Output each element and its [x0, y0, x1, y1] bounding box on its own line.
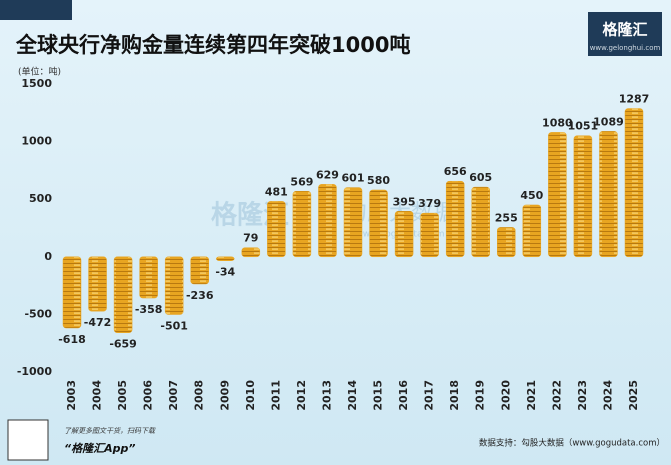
value-label: -659 [109, 338, 137, 351]
value-label: 379 [418, 197, 441, 210]
bar [216, 256, 235, 261]
value-label: 395 [393, 195, 416, 208]
x-tick-label: 2015 [372, 380, 385, 411]
logo-text: 格隆汇 [602, 21, 647, 39]
x-tick-label: 2016 [397, 380, 410, 411]
bar [445, 180, 465, 258]
title-accent [0, 0, 72, 20]
x-tick-label: 2023 [576, 380, 589, 411]
x-tick-label: 2014 [346, 380, 359, 411]
y-tick-label: -1000 [17, 365, 53, 378]
value-label: 255 [495, 211, 518, 224]
bar [267, 201, 286, 258]
logo-box [588, 12, 662, 56]
value-label: 601 [342, 172, 365, 185]
x-tick-label: 2009 [218, 380, 231, 411]
footer-note: 了解更多图文干货，扫码下载 [64, 427, 156, 435]
source-note: 数据支持：勾股大数据（www.gogudata.com） [479, 438, 665, 449]
x-tick-label: 2006 [142, 380, 155, 411]
x-tick-label: 2010 [244, 380, 257, 411]
chart-title: 全球央行净购金量连续第四年突破1000吨 [15, 33, 410, 57]
bar [113, 256, 133, 333]
y-tick-label: 500 [29, 192, 52, 205]
bar [420, 212, 439, 258]
y-tick-label: 0 [44, 250, 52, 263]
bar [369, 189, 388, 258]
x-tick-label: 2022 [550, 380, 563, 411]
value-label: 1287 [619, 93, 650, 106]
x-tick-label: 2019 [474, 380, 487, 411]
bar [292, 191, 312, 258]
bar [573, 135, 593, 258]
y-tick-label: 1000 [21, 135, 52, 148]
x-tick-label: 2008 [193, 380, 206, 411]
value-label: 1080 [542, 116, 573, 129]
value-label: -358 [135, 303, 163, 316]
bar [343, 187, 363, 258]
x-tick-label: 2017 [423, 380, 436, 411]
bar [241, 247, 261, 258]
x-tick-label: 2020 [499, 380, 512, 411]
unit-label: (单位：吨) [18, 66, 61, 78]
value-label: 481 [265, 185, 288, 198]
y-tick-label: -500 [24, 307, 52, 320]
value-label: 580 [367, 174, 390, 187]
bar [139, 256, 158, 299]
x-tick-label: 2024 [601, 380, 614, 411]
x-tick-label: 2013 [320, 380, 333, 411]
x-tick-label: 2018 [448, 380, 461, 411]
x-tick-label: 2004 [91, 380, 104, 411]
x-tick-label: 2012 [295, 380, 308, 411]
value-label: 605 [469, 171, 492, 184]
x-tick-label: 2003 [65, 380, 78, 411]
bar [88, 256, 107, 312]
bar [190, 256, 209, 285]
bar [62, 256, 82, 329]
bar [471, 186, 490, 258]
qr-code [7, 419, 49, 461]
value-label: 629 [316, 168, 339, 181]
x-tick-label: 2005 [116, 380, 129, 411]
bar [497, 227, 516, 258]
bar [522, 204, 542, 258]
value-label: -501 [160, 320, 188, 333]
x-tick-label: 2007 [167, 380, 180, 411]
logo-url: www.gelonghui.com [590, 44, 661, 52]
bar [394, 211, 414, 258]
value-label: -34 [215, 266, 235, 279]
x-tick-label: 2011 [269, 380, 282, 411]
bar [624, 108, 644, 258]
x-tick-label: 2025 [627, 380, 640, 411]
bar [318, 184, 337, 258]
value-label: -236 [186, 289, 214, 302]
value-label: -472 [84, 316, 112, 329]
value-label: -618 [58, 333, 86, 346]
y-tick-label: 1500 [21, 77, 52, 90]
bar [599, 131, 618, 258]
bar [548, 132, 567, 258]
value-label: 569 [290, 175, 313, 188]
x-tick-label: 2021 [525, 380, 538, 411]
value-label: 656 [444, 165, 467, 178]
bar [164, 256, 184, 315]
value-label: 79 [243, 232, 258, 245]
value-label: 1051 [568, 120, 599, 133]
value-label: 1089 [593, 115, 624, 128]
footer-app: “格隆汇App” [64, 442, 135, 455]
value-label: 450 [520, 189, 543, 202]
